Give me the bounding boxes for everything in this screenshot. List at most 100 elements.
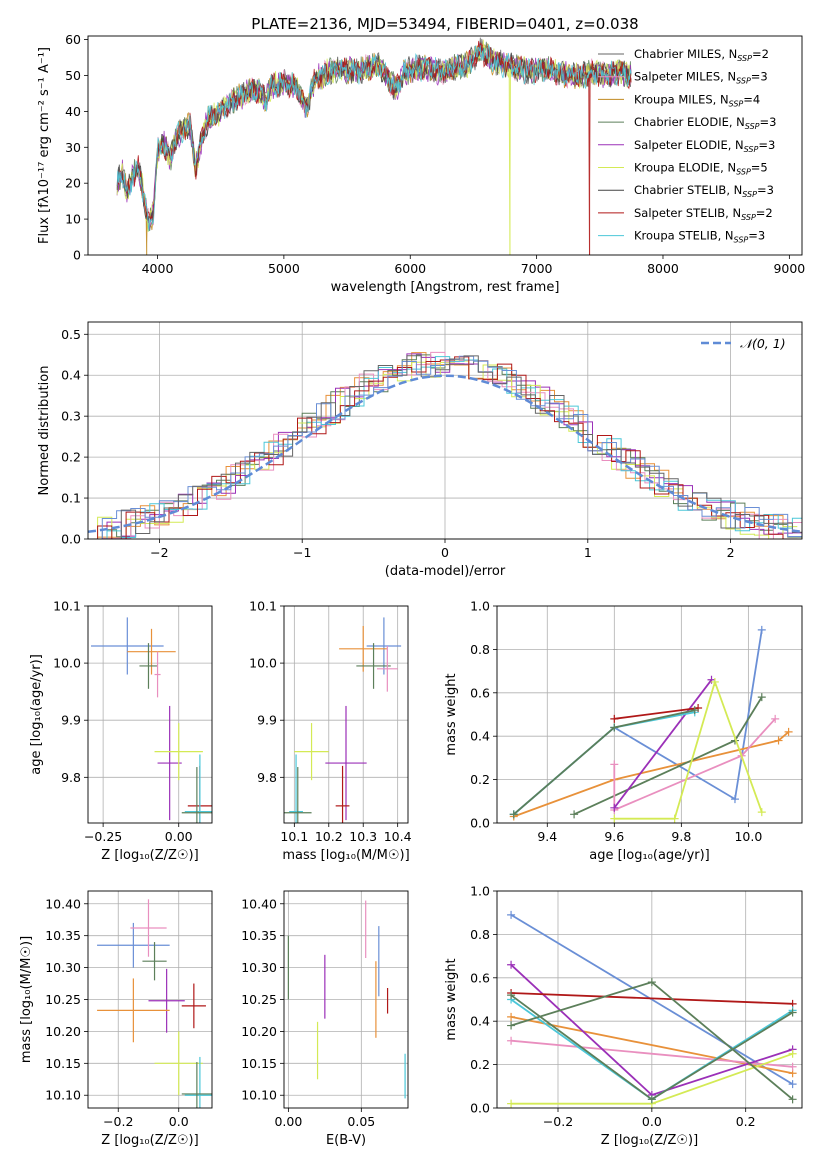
weight-series-line [510, 914, 794, 1085]
y-tick-label: 0.3 [61, 409, 81, 424]
mass-vs-extinction-panel: 0.00 0.05 10.10 10.15 10.20 10.25 10.30 10.35 10… [241, 890, 409, 1148]
y-axis-label: age [log₁₀(age/yr)] [29, 654, 44, 775]
spectrum-line [116, 43, 632, 232]
plot-area [97, 899, 212, 1108]
weight-point-marker [507, 910, 516, 919]
weight-point-marker [507, 1012, 516, 1021]
histogram-series [88, 360, 798, 539]
weight-point-marker [788, 1095, 797, 1104]
x-tick-label: 9000 [773, 261, 805, 276]
x-tick-label: −0.25 [84, 829, 122, 844]
x-tick-label: 10.1 [280, 829, 308, 844]
legend-label: Kroupa MILES, NSSP=4 [634, 92, 760, 108]
legend-label-sub: SSP [734, 236, 749, 245]
y-tick-label: 10.10 [241, 1088, 277, 1103]
x-tick-label: 0.05 [347, 1114, 375, 1129]
y-tick-label: 60 [65, 32, 81, 47]
weight-point-marker [610, 814, 619, 823]
legend-label-text: Kroupa STELIB, N [634, 229, 734, 243]
y-tick-label: 1.0 [470, 884, 490, 899]
legend-label-sub: SSP [744, 145, 759, 154]
legend-label-sub: SSP [741, 213, 756, 222]
y-tick-label: 10.35 [45, 928, 81, 943]
y-tick-label: 10.10 [45, 1088, 81, 1103]
x-tick-label: 10.2 [315, 829, 343, 844]
y-axis-label: mass weight [444, 673, 459, 755]
x-tick-label: 0 [441, 545, 449, 560]
legend-label-sub: SSP [745, 122, 760, 131]
legend-label-sub: SSP [729, 99, 744, 108]
x-tick-label: −0.2 [543, 1114, 573, 1129]
legend-label: Chabrier MILES, NSSP=2 [634, 47, 769, 63]
legend-label-tail: =3 [751, 70, 768, 84]
legend-label-tail: =3 [748, 229, 765, 243]
x-axis-label: Z [log₁₀(Z/Z☉)] [601, 1133, 698, 1148]
x-tick-label: 1 [584, 545, 592, 560]
weight-point-marker [610, 760, 619, 769]
weight-point-marker [757, 625, 766, 634]
y-tick-label: 10.15 [241, 1056, 277, 1071]
normal-curve [88, 374, 802, 534]
y-tick-label: 10.25 [45, 992, 81, 1007]
legend-label-sub: SSP [737, 54, 752, 63]
plot-area [287, 900, 406, 1099]
y-tick-label: 0.2 [470, 1057, 490, 1072]
legend-label-tail: =3 [758, 138, 775, 152]
weight-point-marker [670, 814, 679, 823]
weight-point-marker [570, 810, 579, 819]
x-tick-label: 0.0 [642, 1114, 662, 1129]
weight-point-marker [507, 1099, 516, 1108]
weight-series-line [513, 709, 695, 815]
x-tick-label: 10.0 [734, 829, 762, 844]
y-tick-label: 9.9 [61, 713, 81, 728]
weight-point-marker [788, 1080, 797, 1089]
x-axis-label: Z [log₁₀(Z/Z☉)] [101, 1133, 198, 1148]
y-axis-label: mass [log₁₀(M/M☉)] [19, 936, 34, 1063]
y-tick-label: 0.6 [470, 685, 490, 700]
x-tick-label: 10.3 [349, 829, 377, 844]
legend-label-sub: SSP [736, 168, 751, 177]
legend-label: Chabrier ELODIE, NSSP=3 [634, 115, 776, 131]
x-tick-label: 0.00 [165, 829, 193, 844]
weight-point-marker [788, 1062, 797, 1071]
y-tick-label: 10.20 [241, 1024, 277, 1039]
weight-point-marker [507, 991, 516, 1000]
y-tick-label: 10.20 [45, 1024, 81, 1039]
plot-area [116, 37, 632, 255]
legend-label-text: Chabrier ELODIE, N [634, 115, 745, 129]
y-tick-label: 20 [65, 176, 81, 191]
y-tick-label: 0.1 [61, 491, 81, 506]
axes-frame [496, 890, 803, 1109]
y-tick-label: 10.40 [45, 896, 81, 911]
x-tick-label: 6000 [394, 261, 426, 276]
x-tick-label: 9.8 [671, 829, 691, 844]
x-tick-label: 0.2 [736, 1114, 756, 1129]
y-axis-label: Flux [fλ10⁻¹⁷ erg cm⁻² s⁻¹ A⁻¹] [37, 47, 52, 244]
y-tick-label: 0.4 [61, 368, 81, 383]
legend-label-text: Kroupa MILES, N [634, 92, 729, 106]
y-tick-label: 10.35 [241, 928, 277, 943]
axes-frame [496, 605, 803, 824]
legend-label: Salpeter MILES, NSSP=3 [634, 70, 768, 86]
y-tick-label: 0.0 [470, 1101, 490, 1116]
weight-series-line [613, 718, 776, 812]
x-tick-label: −1 [293, 545, 311, 560]
legend-label: Chabrier STELIB, NSSP=3 [634, 183, 774, 199]
weight-series-line [613, 679, 713, 809]
weight-point-marker [507, 960, 516, 969]
y-tick-label: 10.1 [53, 599, 81, 614]
legend-label-tail: =5 [751, 161, 768, 175]
x-axis-label: age [log₁₀(age/yr)] [589, 848, 710, 863]
legend-label: Kroupa STELIB, NSSP=3 [634, 229, 765, 245]
weight-series-line [614, 707, 699, 720]
y-tick-label: 10.30 [241, 960, 277, 975]
axes-frame [283, 890, 409, 1109]
age-vs-metallicity-panel: −0.25 0.00 9.8 9.9 10.0 10.1 Z [log₁₀(Z/Z☉)] ag… [29, 599, 213, 863]
y-tick-label: 30 [65, 140, 81, 155]
y-tick-label: 10.0 [249, 656, 277, 671]
residuals-histogram-panel: −2 −1 0 1 2 0.0 0.1 0.2 0.3 0.4 0.5 (data-model)/er… [37, 321, 803, 579]
x-axis-label: E(B-V) [326, 1133, 366, 1148]
axes-frame [87, 35, 803, 256]
weight-point-marker [507, 1021, 516, 1030]
histogram-series [88, 355, 802, 539]
